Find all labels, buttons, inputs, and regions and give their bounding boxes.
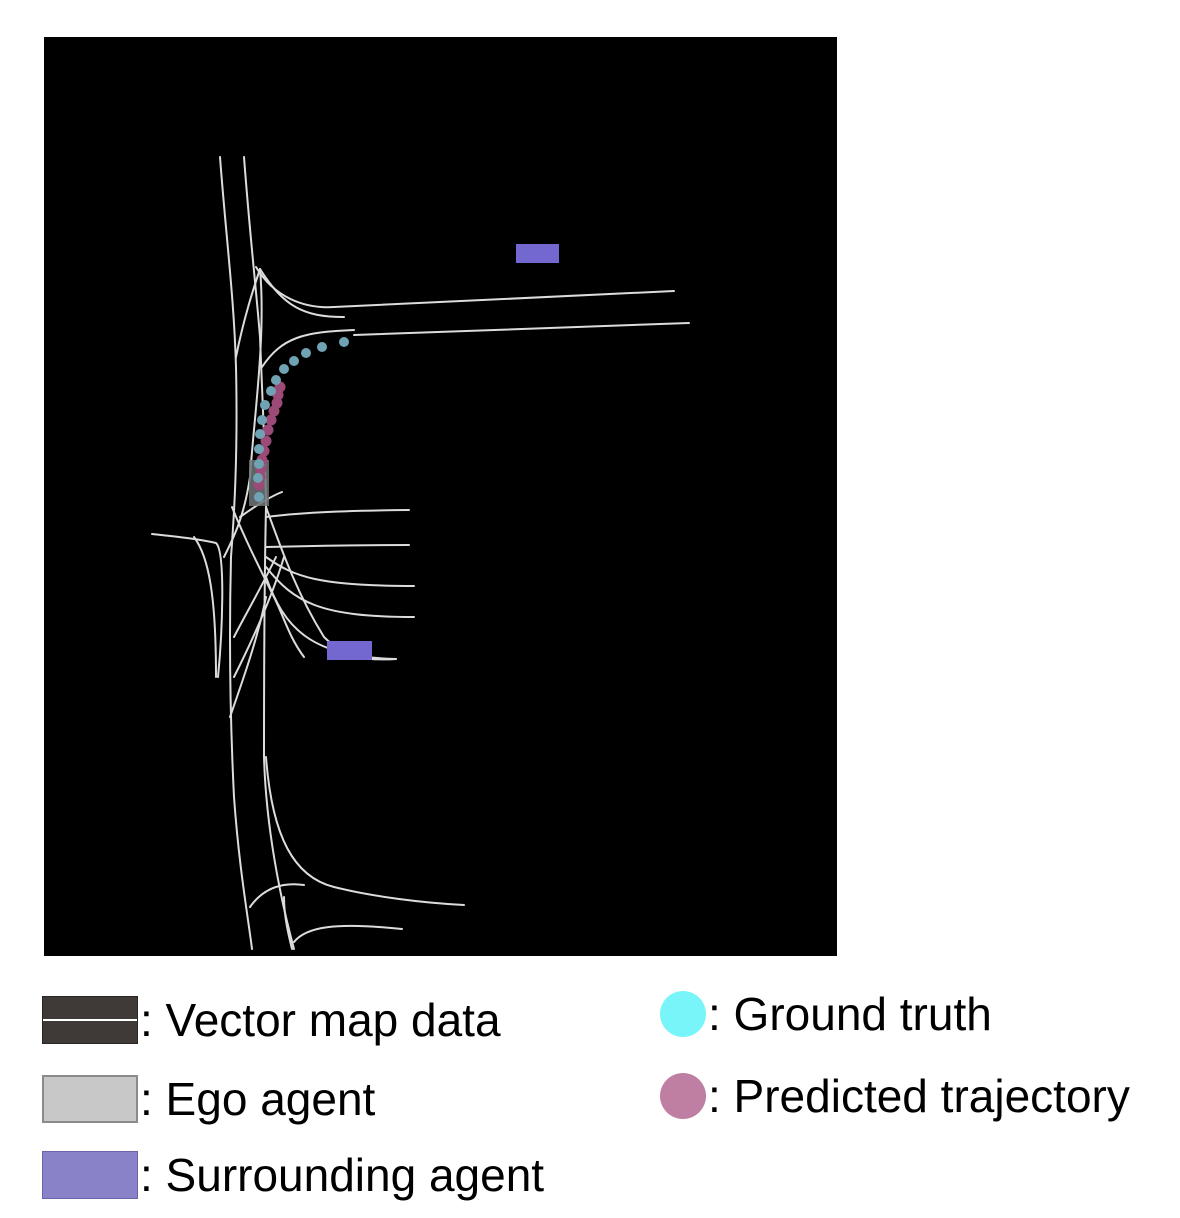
ground-truth-dot-icon: [660, 991, 706, 1037]
surrounding-agents: [327, 244, 559, 660]
agent-box-icon: [42, 1151, 138, 1199]
legend-ego-agent: : Ego agent: [42, 1071, 375, 1127]
legend-ego-agent-label: : Ego agent: [140, 1073, 376, 1125]
legend-ground-truth-label: : Ground truth: [708, 988, 992, 1040]
legend-vector-map: : Vector map data: [42, 992, 501, 1048]
lane-lines: [151, 156, 690, 950]
ego-box-icon: [42, 1075, 138, 1123]
map-background: [44, 37, 837, 956]
legend-predicted: : Predicted trajectory: [660, 1068, 1130, 1124]
surrounding-agent-box: [516, 244, 559, 263]
legend-predicted-label: : Predicted trajectory: [708, 1070, 1130, 1122]
legend-surrounding-agent-label: : Surrounding agent: [140, 1149, 545, 1201]
legend-vector-map-label: : Vector map data: [140, 994, 501, 1046]
ground-truth-trajectory: [253, 337, 349, 502]
map-scene: [44, 37, 837, 956]
predicted-trajectory: [253, 381, 286, 491]
legend-surrounding-agent: : Surrounding agent: [42, 1147, 544, 1203]
predicted-dot-icon: [660, 1073, 706, 1119]
surrounding-agent-box: [327, 641, 372, 660]
legend-ground-truth: : Ground truth: [660, 986, 992, 1042]
two-lane-swatch-icon: [42, 996, 138, 1044]
